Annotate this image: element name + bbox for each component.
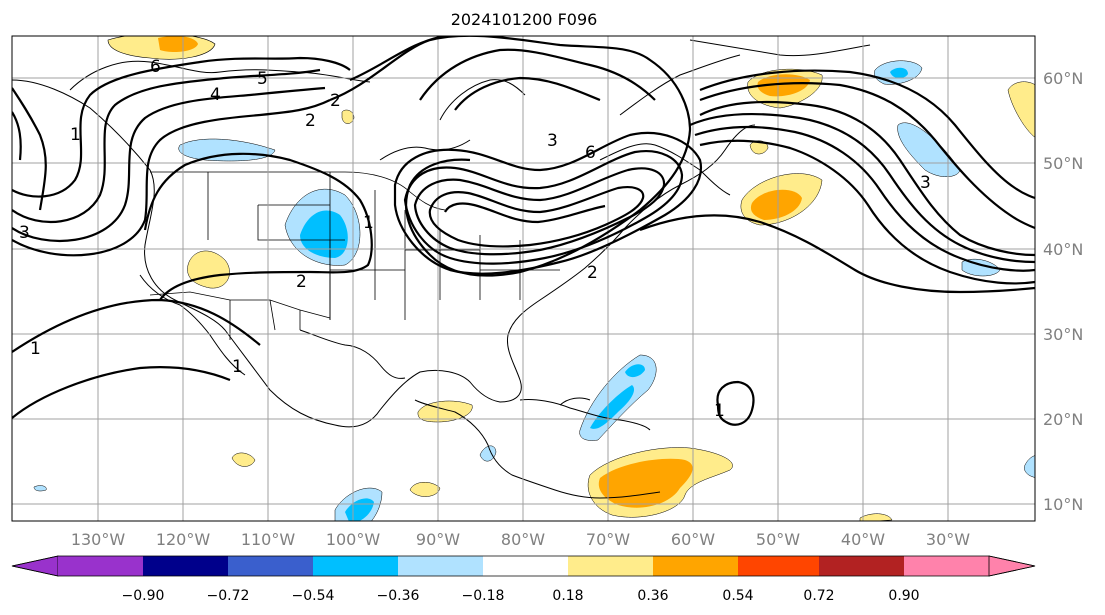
- contour-label: 3: [920, 173, 931, 193]
- lat-label: 30°N: [1043, 325, 1083, 344]
- colorbar-extend-low: [11, 555, 59, 577]
- fill-lightblue: [1024, 455, 1035, 478]
- colorbar-tick: 0.36: [637, 588, 668, 604]
- contour-label: 1: [232, 357, 243, 377]
- fill-blue: [590, 385, 635, 429]
- fill-lightblue: [961, 258, 1001, 277]
- colorbar-segment: [653, 556, 738, 576]
- contour-label: 3: [19, 223, 30, 243]
- fill-blue: [625, 364, 645, 378]
- fill-blue: [890, 67, 908, 79]
- lon-label: 120°W: [156, 530, 211, 549]
- lon-label: 80°W: [501, 530, 545, 549]
- colorbar-segment: [143, 556, 228, 576]
- contour-label: 1: [363, 213, 374, 233]
- lat-label: 40°N: [1043, 240, 1083, 259]
- colorbar-segment: [228, 556, 313, 576]
- colorbar-segment: [568, 556, 653, 576]
- lon-label: 60°W: [671, 530, 715, 549]
- longitude-labels: 130°W 120°W 110°W 100°W 90°W 80°W 70°W 6…: [71, 530, 970, 549]
- colorbar: −0.90 −0.72 −0.54 −0.36 −0.18 0.18 0.36 …: [11, 555, 1036, 604]
- fill-yellow: [341, 109, 355, 124]
- contour-label: 3: [547, 131, 558, 151]
- fill-yellow: [1007, 81, 1035, 138]
- colorbar-tick: −0.54: [292, 588, 335, 604]
- colorbar-tick: −0.18: [462, 588, 505, 604]
- lat-label: 10°N: [1043, 495, 1083, 514]
- lat-label: 50°N: [1043, 154, 1083, 173]
- colorbar-extend-high: [988, 555, 1036, 577]
- colorbar-tick: −0.72: [207, 588, 250, 604]
- colorbar-tick: 0.72: [803, 588, 834, 604]
- colorbar-tick: −0.90: [122, 588, 165, 604]
- fill-lightblue: [33, 485, 47, 492]
- lon-label: 100°W: [326, 530, 381, 549]
- colorbar-segment: [483, 556, 568, 576]
- lon-label: 70°W: [586, 530, 630, 549]
- colorbar-tick: 0.90: [888, 588, 919, 604]
- contour-label: 6: [585, 143, 596, 163]
- colorbar-segment: [58, 556, 143, 576]
- map-panel: 6 5 4 2 3 6 3 2 2 1 1 2 1 1 3 1: [12, 36, 1035, 521]
- contour-label: 2: [330, 91, 341, 111]
- fill-lightblue: [479, 445, 497, 462]
- fill-blue: [300, 210, 348, 258]
- lat-label: 60°N: [1043, 69, 1083, 88]
- colorbar-segment: [738, 556, 819, 576]
- anomaly-fills: [33, 36, 1035, 521]
- contour-label: 2: [305, 111, 316, 131]
- contour-label: 2: [296, 272, 307, 292]
- map-title: 2024101200 F096: [451, 10, 598, 29]
- fill-yellow: [231, 452, 256, 467]
- colorbar-tick: −0.36: [377, 588, 420, 604]
- contour-label: 1: [70, 125, 81, 145]
- fill-orange: [757, 74, 810, 97]
- fill-orange: [750, 189, 802, 220]
- colorbar-outline: [11, 555, 1036, 577]
- lon-label: 90°W: [416, 530, 460, 549]
- gridlines: [12, 36, 1035, 521]
- fill-yellow: [409, 482, 441, 497]
- contour-label: 4: [210, 85, 221, 105]
- lat-label: 20°N: [1043, 410, 1083, 429]
- fill-lightblue: [178, 138, 276, 162]
- colorbar-segment: [313, 556, 398, 576]
- lon-label: 130°W: [71, 530, 126, 549]
- fill-orange: [158, 36, 198, 52]
- fill-yellow: [859, 513, 893, 521]
- colorbar-segment: [819, 556, 904, 576]
- contour-label: 1: [714, 401, 725, 421]
- contour-label: 1: [30, 339, 41, 359]
- contour-lines: [12, 36, 1035, 426]
- contour-labels: 6 5 4 2 3 6 3 2 2 1 1 2 1 1 3 1: [19, 57, 931, 421]
- map-frame: [11, 35, 1036, 522]
- contour-label: 6: [150, 57, 161, 77]
- latitude-labels: 60°N 50°N 40°N 30°N 20°N 10°N: [1043, 69, 1083, 514]
- fill-orange: [598, 458, 693, 508]
- contour-label: 2: [587, 263, 598, 283]
- lon-label: 50°W: [756, 530, 800, 549]
- colorbar-tick: 0.18: [552, 588, 583, 604]
- lon-label: 110°W: [241, 530, 296, 549]
- lon-label: 40°W: [841, 530, 885, 549]
- lon-label: 30°W: [926, 530, 970, 549]
- coastlines: [12, 39, 871, 499]
- colorbar-segment: [398, 556, 483, 576]
- colorbar-tick: 0.54: [722, 588, 753, 604]
- colorbar-segment: [904, 556, 989, 576]
- contour-label: 5: [257, 69, 268, 89]
